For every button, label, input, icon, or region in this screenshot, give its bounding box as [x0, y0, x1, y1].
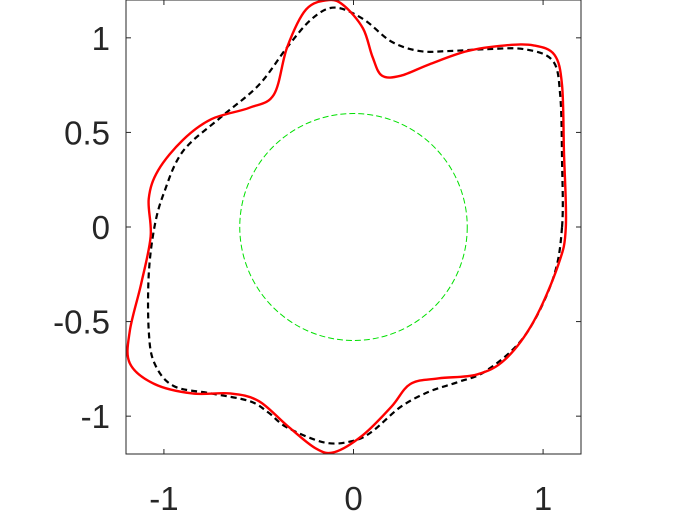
- x-tick-label: 1: [534, 480, 552, 517]
- axes-box: [125, 0, 582, 455]
- y-tick-label: 0.5: [64, 114, 110, 151]
- series-curve-black-dashed: [146, 6, 564, 445]
- series-layer: [126, 0, 568, 455]
- y-tick-label: 0: [92, 209, 110, 246]
- x-tick-label: -1: [149, 480, 178, 517]
- x-tick-label: 0: [344, 480, 362, 517]
- y-tick-label: -0.5: [53, 304, 110, 341]
- series-curve-red-solid: [126, 0, 568, 455]
- y-tick-label: 1: [92, 20, 110, 57]
- ticks-layer: [126, 0, 581, 454]
- tick-labels-layer: -1 0 1 1 0.5 0 -0.5 -1: [53, 20, 552, 517]
- series-circle-green: [239, 113, 468, 341]
- y-tick-label: -1: [81, 398, 110, 435]
- plot-area-background: [126, 0, 581, 454]
